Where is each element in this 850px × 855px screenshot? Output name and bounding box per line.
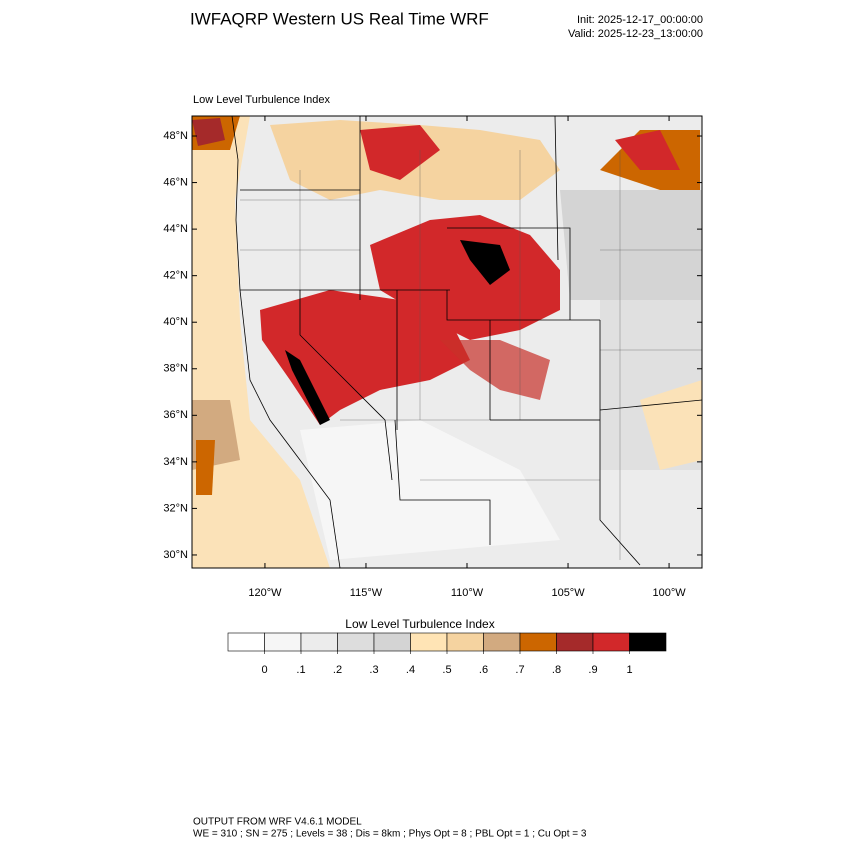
colorbar-tick-label: .8 (552, 664, 561, 676)
colorbar-box (410, 632, 448, 652)
colorbar-tick-label: .3 (369, 664, 378, 676)
y-tick-label: 44°N (163, 223, 188, 235)
colorbar-tick-label: .9 (588, 664, 597, 676)
footer-line: WE = 310 ; SN = 275 ; Levels = 38 ; Dis … (193, 829, 587, 840)
colorbar-tick-label: .1 (296, 664, 305, 676)
colorbar-box (227, 632, 265, 652)
colorbar-box (446, 632, 484, 652)
x-tick-label: 110°W (451, 587, 484, 599)
y-tick-label: 36°N (163, 409, 188, 421)
colorbar-tick-label: .7 (515, 664, 524, 676)
colorbar-box (592, 632, 630, 652)
y-tick-label: 42°N (163, 270, 188, 282)
colorbar-box (556, 632, 594, 652)
page-title: IWFAQRP Western US Real Time WRF (190, 9, 489, 28)
y-tick-label: 48°N (163, 130, 188, 142)
colorbar-tick-label: .6 (479, 664, 488, 676)
colorbar: 0 .1 .2 .3 .4 .5 .6 .7 .8 .9 1 (227, 632, 667, 676)
colorbar-tick-label: .5 (442, 664, 451, 676)
colorbar-title: Low Level Turbulence Index (345, 617, 494, 631)
colorbar-box (264, 632, 302, 652)
colorbar-box (373, 632, 411, 652)
colorbar-box (300, 632, 338, 652)
map-field (192, 116, 702, 568)
x-tick-label: 120°W (248, 587, 282, 599)
x-tick-label: 100°W (652, 587, 686, 599)
y-tick-label: 46°N (163, 176, 188, 188)
colorbar-box (483, 632, 521, 652)
init-time: Init: 2025-12-17_00:00:00 (577, 14, 703, 26)
y-tick-label: 40°N (163, 316, 188, 328)
y-tick-label: 38°N (163, 363, 188, 375)
y-tick-label: 32°N (163, 502, 188, 514)
x-tick-label: 105°W (551, 587, 585, 599)
x-tick-label: 115°W (350, 587, 383, 599)
y-tick-label: 34°N (163, 456, 188, 468)
colorbar-tick-label: .4 (406, 664, 415, 676)
y-tick-label: 30°N (163, 549, 188, 561)
footer-line: OUTPUT FROM WRF V4.6.1 MODEL (193, 817, 362, 828)
colorbar-box (629, 632, 667, 652)
map-frame (191, 115, 703, 569)
map-title: Low Level Turbulence Index (193, 94, 330, 106)
colorbar-tick-label: 0 (261, 664, 267, 676)
colorbar-box (519, 632, 557, 652)
colorbar-tick-label: .2 (333, 664, 342, 676)
valid-time: Valid: 2025-12-23_13:00:00 (568, 28, 703, 40)
colorbar-tick-label: 1 (626, 664, 632, 676)
colorbar-box (337, 632, 375, 652)
